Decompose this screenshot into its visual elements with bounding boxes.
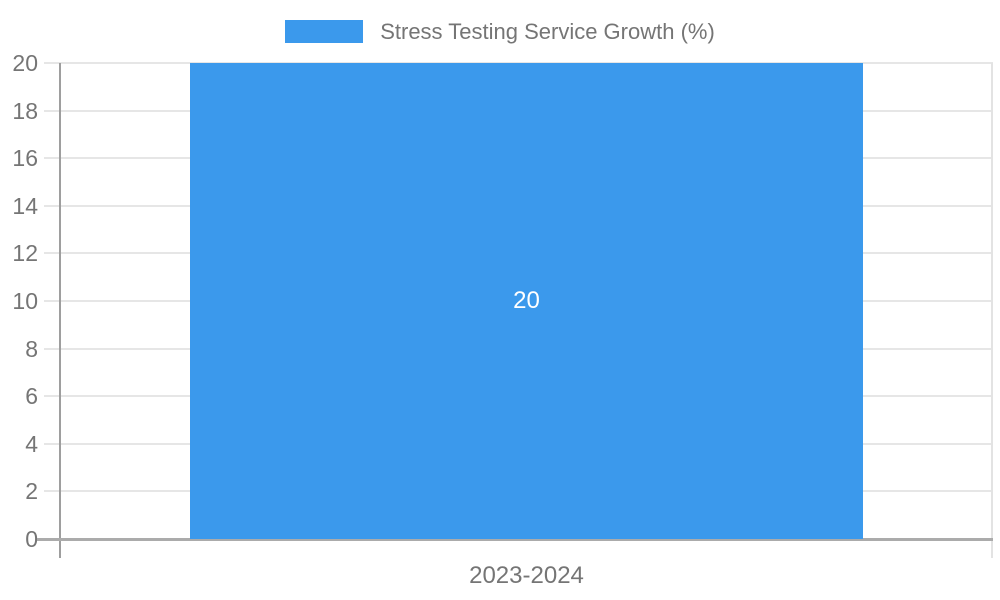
y-tick-label: 20 (12, 50, 38, 76)
legend-label: Stress Testing Service Growth (%) (380, 18, 715, 44)
x-axis-category-label: 2023-2024 (469, 562, 584, 589)
y-tick-label: 16 (12, 145, 38, 171)
y-tick-label: 8 (25, 336, 38, 362)
bar-2023-2024[interactable]: 20 (190, 63, 863, 539)
y-tick-label: 12 (12, 240, 38, 266)
y-tick-label: 6 (25, 383, 38, 409)
x-axis-baseline (37, 538, 993, 541)
legend: Stress Testing Service Growth (%) (0, 19, 1000, 44)
y-tick-label: 10 (12, 288, 38, 314)
legend-swatch (285, 20, 364, 43)
y-tick-label: 2 (25, 478, 38, 504)
y-tick-label: 14 (12, 193, 38, 219)
bar-value-label: 20 (513, 287, 540, 314)
y-tick-label: 4 (25, 431, 38, 457)
y-tick-label: 18 (12, 98, 38, 124)
plot-right-border (991, 63, 993, 558)
y-tick-label: 0 (25, 526, 38, 552)
y-axis-line (59, 63, 61, 558)
